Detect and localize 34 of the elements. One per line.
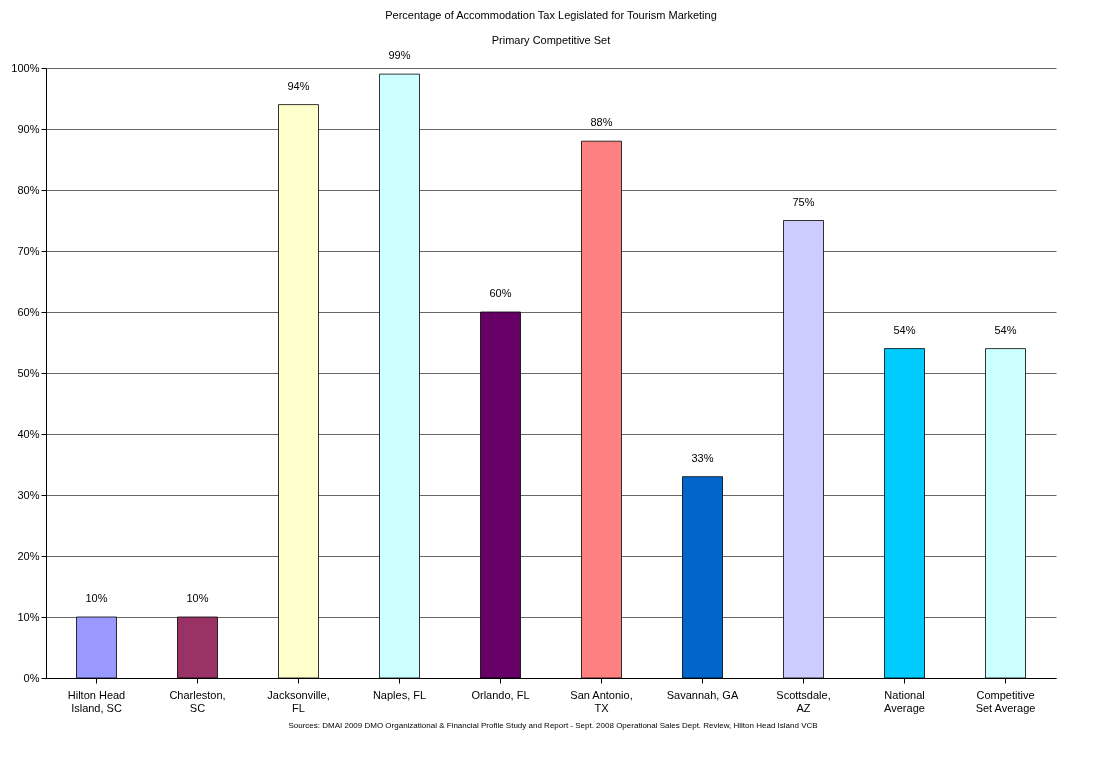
y-tick-label: 80% — [17, 183, 40, 196]
data-label: 33% — [691, 451, 714, 464]
y-tick-label: 20% — [17, 549, 40, 562]
chart-subtitle: Primary Competitive Set — [491, 34, 611, 47]
x-tick-label: Charleston, SC — [169, 688, 226, 714]
y-tick-label: 40% — [17, 427, 40, 440]
data-label: 10% — [85, 592, 108, 604]
y-tick-label: 70% — [17, 244, 40, 257]
y-tick-label: 60% — [17, 305, 40, 318]
data-label: 54% — [893, 323, 916, 336]
y-tick-label: 50% — [17, 366, 40, 379]
y-tick-label: 90% — [17, 122, 40, 135]
data-label: 94% — [287, 79, 310, 92]
y-tick-label: 100% — [11, 61, 40, 74]
data-label: 88% — [590, 116, 613, 129]
x-tick-label: National Average — [884, 688, 925, 714]
data-label: 10% — [186, 592, 209, 604]
data-label: 60% — [489, 287, 512, 299]
x-tick-label: Hilton Head Island, SC — [67, 688, 126, 714]
x-tick-label: Scottsdale, AZ — [776, 688, 831, 714]
data-label: 99% — [388, 49, 411, 62]
data-label: 75% — [792, 195, 815, 208]
x-tick-label: Savannah, GA — [666, 688, 739, 701]
y-tick-label: 0% — [23, 671, 40, 684]
x-tick-label: San Antonio, TX — [570, 688, 633, 714]
source-note: Sources: DMAI 2009 DMO Organizational & Financial Profile Study and Report - Sept. 2008 Operational Sales Dept. Review, Hilton Head Island VCB — [287, 721, 819, 731]
x-tick-label: Competitive Set Average — [975, 688, 1036, 714]
x-tick-label: Jacksonville, FL — [267, 688, 330, 714]
x-tick-label: Naples, FL — [372, 688, 427, 701]
x-tick-label: Orlando, FL — [471, 688, 530, 701]
y-tick-label: 10% — [17, 610, 40, 623]
data-label: 54% — [994, 323, 1017, 336]
y-tick-label: 30% — [17, 488, 40, 501]
chart-title: Percentage of Accommodation Tax Legislated for Tourism Marketing — [385, 9, 717, 22]
